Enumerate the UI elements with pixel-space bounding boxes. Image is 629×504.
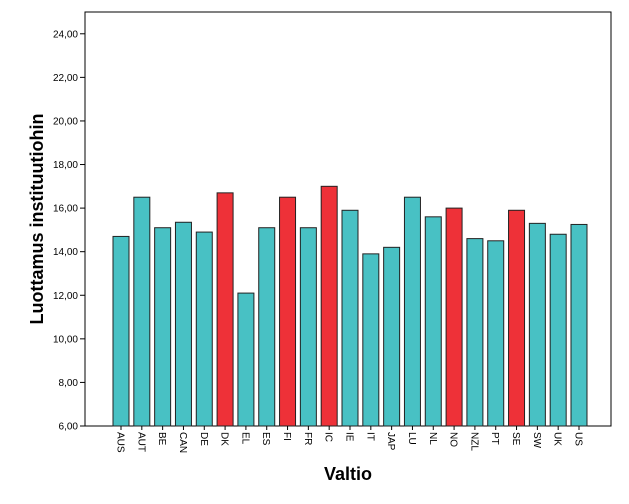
bar-can: [174, 221, 192, 427]
y-axis: 6,00 8,00 10,00 12,00 14,00 16,00 18,00 20,00 22…: [53, 29, 85, 433]
x-tick-label: SE: [510, 432, 521, 446]
bar-it: [362, 253, 380, 427]
x-tick-label: US: [572, 432, 583, 446]
bar-lu: [403, 196, 421, 427]
bar-nzl: [466, 238, 484, 427]
bar-nl: [424, 216, 442, 427]
bar-fi: [279, 196, 297, 427]
bar-jap: [383, 246, 401, 427]
bar-es: [258, 227, 276, 427]
y-tick-label: 12,00: [53, 291, 78, 302]
x-tick-label: EL: [239, 432, 250, 445]
y-tick-label: 24,00: [53, 29, 78, 40]
x-tick-label: IE: [343, 432, 354, 442]
y-tick-label: 16,00: [53, 204, 78, 215]
y-tick-label: 10,00: [53, 334, 78, 345]
y-tick-label: 22,00: [53, 73, 78, 84]
bar-dk: [216, 192, 234, 427]
x-tick-label: AUS: [115, 432, 126, 453]
x-tick-label: NZL: [468, 432, 479, 451]
bar-us: [570, 223, 588, 427]
x-tick-label: FR: [302, 432, 313, 445]
bar-pt: [487, 240, 505, 427]
x-tick-label: BE: [156, 432, 167, 446]
bar-ie: [341, 209, 359, 427]
x-tick-label: SW: [531, 432, 542, 449]
y-tick-label: 8,00: [59, 378, 79, 389]
bar-el: [237, 292, 255, 427]
x-tick-label: JAP: [385, 432, 396, 451]
x-tick-label: LU: [406, 432, 417, 445]
y-tick-label: 20,00: [53, 116, 78, 127]
y-tick-label: 6,00: [59, 422, 79, 433]
bar-se: [508, 209, 526, 427]
x-tick-label: DK: [219, 432, 230, 446]
x-tick-label: UK: [552, 432, 563, 446]
x-tick-label: AUT: [135, 432, 146, 452]
bar-aus: [112, 235, 130, 427]
x-tick-label: NL: [427, 432, 438, 445]
x-tick-label: IC: [323, 432, 334, 442]
bar-ic: [320, 185, 338, 427]
x-tick-label: PT: [489, 432, 500, 445]
x-tick-label: NO: [448, 432, 459, 447]
bar-uk: [549, 233, 567, 427]
bar-de: [195, 231, 213, 427]
bar-aut: [133, 196, 151, 427]
y-tick-label: 14,00: [53, 247, 78, 258]
x-tick-label: CAN: [177, 432, 188, 453]
x-axis-title: Valtio: [324, 464, 372, 484]
x-axis: AUS AUT BE CAN DE DK EL ES FI FR IC IE IT JAP LU NL NO NZ…: [115, 426, 583, 453]
bar-sw: [528, 222, 546, 427]
x-tick-label: DE: [198, 432, 209, 446]
y-tick-label: 18,00: [53, 160, 78, 171]
bar-no: [445, 207, 463, 427]
bar-be: [154, 227, 172, 427]
y-axis-title: Luottamus instituutiohin: [27, 114, 47, 325]
bars-group: [112, 185, 588, 427]
x-tick-label: IT: [364, 432, 375, 441]
bar-fr: [299, 227, 317, 427]
x-tick-label: FI: [281, 432, 292, 441]
x-tick-label: ES: [260, 432, 271, 446]
